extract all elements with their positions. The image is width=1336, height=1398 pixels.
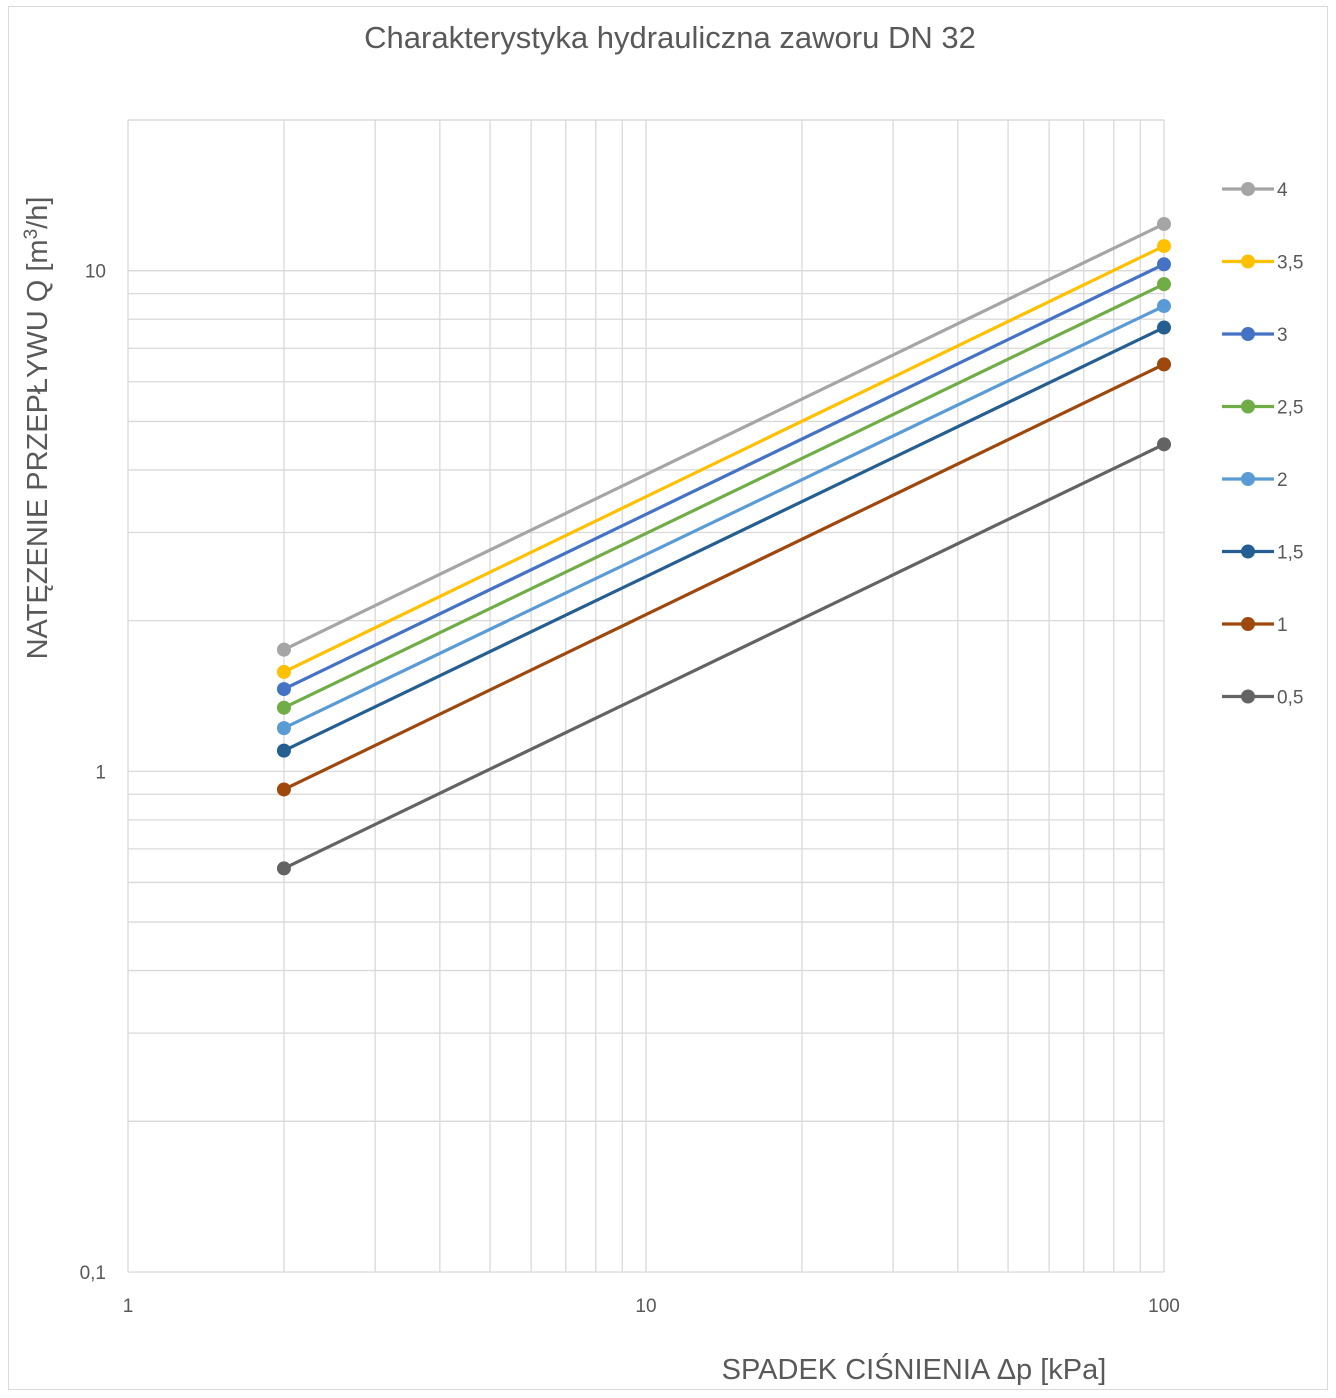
legend-marker: [1241, 254, 1255, 269]
series-4: [276, 216, 1171, 657]
series-line: [283, 326, 1165, 753]
legend-label: 0,5: [1277, 688, 1303, 709]
series-1-5: [276, 320, 1171, 758]
legend-marker: [1241, 399, 1255, 414]
legend-label: 1,5: [1277, 543, 1303, 564]
y-tick-label: 0,1: [80, 1263, 106, 1284]
series-2-5: [276, 277, 1171, 715]
y-axis-title-superscript: 3: [21, 229, 42, 240]
legend-label: 2,5: [1277, 398, 1303, 419]
series-3-5: [276, 239, 1171, 679]
legend-item: 2: [1222, 470, 1288, 491]
legend-item: 4: [1222, 180, 1288, 201]
series-line: [283, 442, 1165, 870]
data-point: [276, 721, 291, 736]
legend-label: 4: [1277, 180, 1288, 201]
series-line: [283, 244, 1165, 674]
data-point: [276, 642, 291, 657]
series-0-5: [276, 437, 1171, 876]
data-point: [1157, 437, 1171, 452]
series-1: [276, 357, 1171, 797]
x-tick-label: 10: [635, 1296, 656, 1317]
legend-item: 1,5: [1222, 543, 1303, 564]
legend-item: 3: [1222, 325, 1288, 346]
legend-item: 1: [1222, 615, 1288, 636]
legend: 4 3,5 3 2,5 2 1,5 1 0,5: [1222, 180, 1303, 709]
data-point: [276, 700, 291, 715]
data-point: [1157, 320, 1171, 335]
tick-labels: 1 10 100 0,1 1 10: [80, 262, 1180, 1317]
data-point: [1157, 277, 1171, 292]
data-point: [1157, 357, 1171, 372]
legend-label: 3: [1277, 325, 1288, 346]
y-tick-label: 1: [95, 762, 106, 783]
data-point: [276, 682, 291, 697]
series-line: [283, 262, 1165, 691]
series-line: [283, 282, 1165, 710]
legend-label: 2: [1277, 470, 1288, 491]
legend-marker: [1241, 689, 1255, 704]
x-tick-label: 100: [1148, 1296, 1180, 1317]
series-line: [283, 222, 1165, 652]
legend-label: 1: [1277, 615, 1288, 636]
legend-marker: [1241, 327, 1255, 341]
series-line: [283, 304, 1165, 730]
data-point: [1157, 257, 1171, 272]
legend-label: 3,5: [1277, 253, 1303, 274]
legend-item: 2,5: [1222, 398, 1303, 419]
x-tick-label: 1: [123, 1296, 134, 1317]
series-group: [276, 216, 1171, 876]
series-line: [283, 362, 1165, 791]
y-tick-label: 10: [85, 262, 106, 283]
data-point: [1157, 239, 1171, 254]
data-point: [1157, 216, 1171, 231]
data-point: [1157, 299, 1171, 314]
legend-marker: [1241, 544, 1255, 559]
series-2: [276, 299, 1171, 736]
legend-item: 3,5: [1222, 253, 1303, 274]
y-axis-title-tail: /h]: [22, 197, 54, 229]
grid: [127, 119, 1165, 1273]
data-point: [276, 743, 291, 758]
legend-item: 0,5: [1222, 688, 1303, 709]
legend-marker: [1241, 182, 1255, 196]
y-axis-title: NATĘZENIE PRZEPŁYWU Q [m3/h]: [21, 197, 55, 660]
data-point: [276, 861, 291, 876]
y-axis-title-main: NATĘZENIE PRZEPŁYWU Q [m: [22, 239, 54, 659]
legend-marker: [1241, 472, 1255, 486]
series-3: [276, 257, 1171, 697]
chart-frame: [8, 6, 1328, 1390]
legend-marker: [1241, 617, 1255, 631]
x-axis-title: SPADEK CIŚNIENIA Δp [kPa]: [722, 1352, 1107, 1386]
data-point: [276, 782, 291, 797]
data-point: [276, 664, 291, 679]
chart-title: Charakterystyka hydrauliczna zaworu DN 3…: [364, 20, 976, 55]
